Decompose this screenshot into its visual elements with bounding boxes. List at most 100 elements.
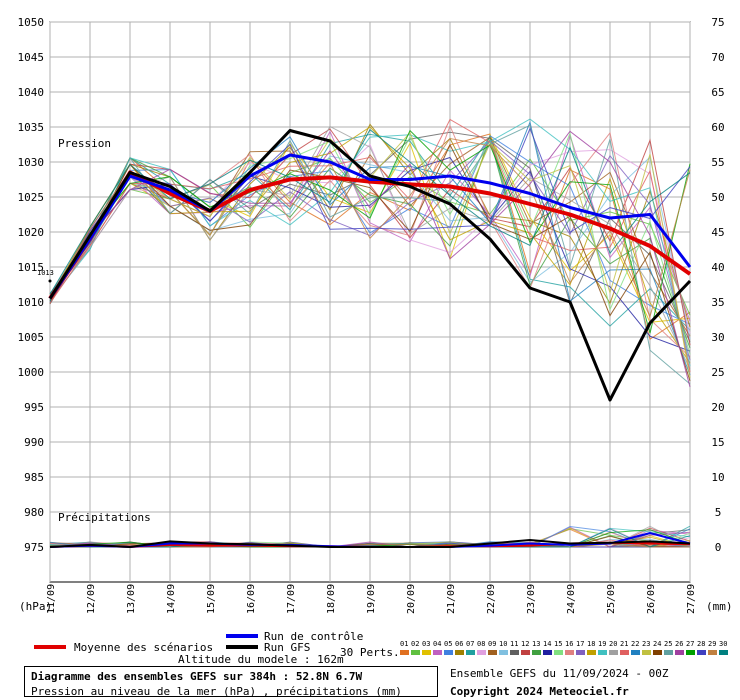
legend-mean-label: Moyenne des scénarios [74, 641, 213, 654]
perturbation-line [49, 131, 691, 355]
pert-legend-number: 13 [532, 640, 540, 648]
perturbation-line [49, 123, 691, 328]
left-tick-label: 985 [24, 471, 44, 484]
right-tick-label: 0 [715, 541, 722, 554]
right-tick-label: 45 [711, 226, 724, 239]
pert-legend: 01 02 03 04 05 06 07 08 09 10 11 12 13 14 15 16 17 18 19 20… [400, 640, 728, 655]
pert-legend-swatch [532, 650, 541, 655]
right-tick-label: 5 [715, 506, 722, 519]
pert-legend-swatch [422, 650, 431, 655]
pert-legend-swatch [543, 650, 552, 655]
footer-subtitle: Pression au niveau de la mer (hPa) , pré… [31, 685, 402, 698]
footer-title: Diagramme des ensembles GEFS sur 384h : … [31, 670, 363, 683]
pert-legend-swatch [576, 650, 585, 655]
left-tick-label: 1040 [18, 86, 45, 99]
pert-legend-swatch [587, 650, 596, 655]
perturbation-line [49, 130, 691, 388]
footer-copyright: Copyright 2024 Meteociel.fr [450, 685, 629, 698]
left-tick-label: 1005 [18, 331, 45, 344]
main-series [48, 129, 692, 402]
pert-legend-swatch [719, 650, 728, 655]
info-box: Diagramme des ensembles GEFS sur 384h : … [24, 666, 438, 698]
left-tick-label: 1030 [18, 156, 45, 169]
legend-control-label: Run de contrôle [264, 630, 363, 643]
pert-legend-number: 23 [642, 640, 650, 648]
pert-legend-swatch [708, 650, 717, 655]
pert-legend-swatch [686, 650, 695, 655]
precip-label: Précipitations [58, 511, 151, 524]
x-tick-label: 26/09 [646, 584, 657, 614]
pressure-label: Pression [58, 137, 111, 150]
pert-legend-number: 02 [411, 640, 419, 648]
pert-legend-number: 09 [488, 640, 496, 648]
pert-legend-number: 06 [455, 640, 463, 648]
pert-legend-swatch [697, 650, 706, 655]
right-tick-label: 50 [711, 191, 724, 204]
perts-label: 30 Perts. [340, 646, 400, 659]
right-unit: (mm) [706, 600, 733, 613]
pert-legend-number: 28 [697, 640, 705, 648]
perturbation-line [49, 130, 691, 322]
left-tick-label: 1010 [18, 296, 45, 309]
pert-legend-swatch [510, 650, 519, 655]
left-tick-1013: 1013 [37, 269, 54, 277]
x-tick-label: 16/09 [246, 584, 257, 614]
pert-legend-number: 21 [620, 640, 628, 648]
pert-legend-number: 29 [708, 640, 716, 648]
right-tick-label: 40 [711, 261, 724, 274]
pert-legend-number: 05 [444, 640, 452, 648]
pert-legend-number: 20 [609, 640, 617, 648]
series-line-run-gfs [48, 129, 692, 402]
right-tick-label: 55 [711, 156, 724, 169]
left-1013-marker [48, 279, 52, 283]
right-tick-label: 65 [711, 86, 724, 99]
right-tick-label: 30 [711, 331, 724, 344]
x-tick-label: 22/09 [486, 584, 497, 614]
x-tick-label: 23/09 [526, 584, 537, 614]
x-tick-label: 18/09 [326, 584, 337, 614]
pert-legend-swatch [642, 650, 651, 655]
pert-legend-swatch [598, 650, 607, 655]
series-line-run-de-contr-le [48, 153, 692, 300]
left-tick-label: 1000 [18, 366, 45, 379]
pert-legend-number: 10 [499, 640, 507, 648]
left-tick-label: 1035 [18, 121, 45, 134]
left-tick-label: 975 [24, 541, 44, 554]
pert-legend-number: 19 [598, 640, 606, 648]
perturbation-line [49, 137, 691, 349]
right-tick-label: 35 [711, 296, 724, 309]
right-tick-label: 70 [711, 51, 724, 64]
pert-legend-swatch [609, 650, 618, 655]
left-axis: 975 980 985 990 995 1000 1005 1010 1015 1020 1025 1… [18, 16, 52, 554]
left-tick-label: 1050 [18, 16, 45, 29]
left-tick-label: 1045 [18, 51, 45, 64]
left-tick-label: 995 [24, 401, 44, 414]
perturbation-line [49, 143, 691, 382]
pert-legend-swatch [488, 650, 497, 655]
x-tick-label: 20/09 [406, 584, 417, 614]
precip-line-run-gfs [49, 538, 691, 549]
x-tick-label: 13/09 [126, 584, 137, 614]
left-tick-label: 990 [24, 436, 44, 449]
pert-legend-swatch [675, 650, 684, 655]
left-tick-label: 1025 [18, 191, 45, 204]
pert-legend-number: 27 [686, 640, 694, 648]
x-tick-label: 25/09 [606, 584, 617, 614]
x-tick-label: 17/09 [286, 584, 297, 614]
right-tick-label: 25 [711, 366, 724, 379]
pert-legend-number: 07 [466, 640, 474, 648]
right-tick-label: 75 [711, 16, 724, 29]
perturbation-line [49, 131, 691, 379]
pert-legend-swatch [466, 650, 475, 655]
perturbation-line [49, 133, 691, 331]
pert-legend-swatch [554, 650, 563, 655]
precip-series [49, 531, 691, 549]
perturbation-line [49, 118, 691, 367]
pert-legend-swatch [631, 650, 640, 655]
x-tick-label: 11/09 [46, 584, 57, 614]
right-tick-label: 10 [711, 471, 724, 484]
pert-legend-swatch [400, 650, 409, 655]
pert-legend-swatch [411, 650, 420, 655]
pert-legend-number: 08 [477, 640, 485, 648]
